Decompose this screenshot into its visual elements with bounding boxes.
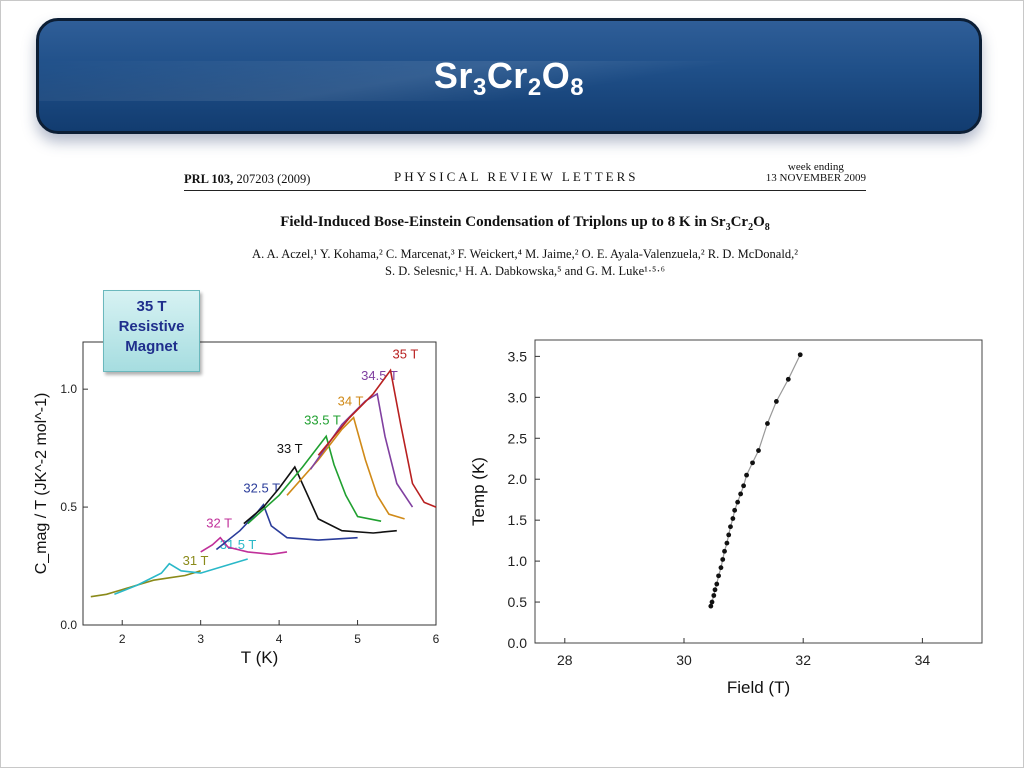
data-point (712, 587, 718, 593)
heat-capacity-chart: 2 3 4 5 6 0.0 0.5 1.0 T (K) C_mag / T (JK^-2 mol^… (33, 341, 440, 667)
series-label: 35 T (393, 346, 419, 361)
y-axis-label: C_mag / T (JK^-2 mol^-1) (33, 393, 50, 575)
data-point (724, 540, 730, 546)
journal-header: PRL 103, 207203 (2009) PHYSICAL REVIEW L… (184, 161, 866, 191)
y-tick-label: 3.5 (508, 348, 528, 364)
x-tick-label: 32 (795, 652, 811, 668)
series-label: 34 T (338, 393, 364, 408)
plot-frame (82, 341, 437, 626)
data-point (722, 548, 727, 554)
data-point (765, 421, 770, 426)
data-point (714, 581, 720, 587)
x-axis-label: Field (T) (727, 678, 790, 697)
y-tick-label: 0.0 (508, 635, 528, 651)
y-tick-label: 2.5 (508, 430, 528, 446)
series-line (243, 465, 397, 534)
slide-title: Sr3Cr2O8 (433, 55, 585, 101)
series-line (317, 368, 437, 508)
series-line (215, 503, 358, 551)
data-point (732, 507, 738, 513)
series-line (247, 434, 382, 525)
series-line (114, 558, 248, 596)
series-label: 31 T (183, 553, 209, 568)
issue-date: week ending 13 NOVEMBER 2009 (765, 161, 866, 184)
plot-frame (534, 339, 983, 644)
x-tick-label: 2 (119, 632, 126, 646)
data-point (756, 448, 761, 453)
y-axis-label: Temp (K) (469, 457, 488, 526)
x-tick-label: 5 (354, 632, 361, 646)
banner-streak (39, 61, 979, 101)
series-line (90, 570, 201, 598)
data-point (741, 483, 746, 489)
x-tick-label: 4 (276, 632, 283, 646)
data-point (708, 603, 714, 609)
y-tick-label: 1.0 (508, 553, 528, 569)
y-tick-label: 0.5 (60, 500, 77, 514)
series-label: 33.5 T (304, 412, 341, 427)
data-point (711, 593, 717, 598)
data-point (716, 573, 721, 579)
series-label: 32.5 T (243, 481, 280, 496)
x-tick-label: 3 (197, 632, 204, 646)
data-point (730, 516, 736, 521)
phase-diagram-chart: 28 30 32 34 0.0 0.5 1.0 1.5 2.0 2.5 3.0 3.5 Field (T… (469, 339, 983, 697)
data-point (735, 499, 741, 505)
y-tick-label: 1.5 (508, 512, 528, 528)
journal-reference: PRL 103, 207203 (2009) (184, 172, 311, 186)
series-label: 31.5 T (220, 537, 257, 552)
journal-name: PHYSICAL REVIEW LETTERS (394, 169, 639, 184)
data-point (750, 460, 755, 466)
data-point (720, 557, 726, 562)
y-tick-label: 3.0 (508, 389, 528, 405)
series-label: 32 T (206, 516, 232, 531)
data-point (728, 524, 733, 530)
phase-boundary-line (710, 354, 801, 607)
data-point (744, 472, 749, 478)
data-point (726, 532, 732, 538)
paper-title: Field-Induced Bose-Einstein Condensation… (280, 214, 770, 233)
x-tick-label: 6 (433, 632, 440, 646)
data-point (773, 399, 779, 404)
data-point (718, 565, 724, 571)
x-tick-label: 34 (915, 652, 931, 668)
y-tick-label: 2.0 (508, 471, 528, 487)
data-point (709, 599, 715, 605)
magnet-badge: 35 T Resistive Magnet (103, 290, 200, 372)
series-label: 33 T (277, 441, 303, 456)
data-point (738, 491, 744, 497)
y-tick-label: 0.5 (508, 594, 528, 610)
y-tick-label: 0.0 (60, 618, 77, 632)
series-line (309, 392, 414, 508)
data-point (797, 352, 803, 358)
series-line (200, 536, 288, 556)
title-banner: Sr3Cr2O8 (36, 18, 982, 134)
author-list: A. A. Aczel,¹ Y. Kohama,² C. Marcenat,³ … (252, 247, 798, 278)
series-line (286, 415, 405, 520)
data-point (785, 376, 791, 382)
x-axis-label: T (K) (241, 648, 278, 667)
y-tick-label: 1.0 (60, 382, 77, 396)
x-tick-label: 28 (557, 652, 573, 668)
x-tick-label: 30 (676, 652, 692, 668)
